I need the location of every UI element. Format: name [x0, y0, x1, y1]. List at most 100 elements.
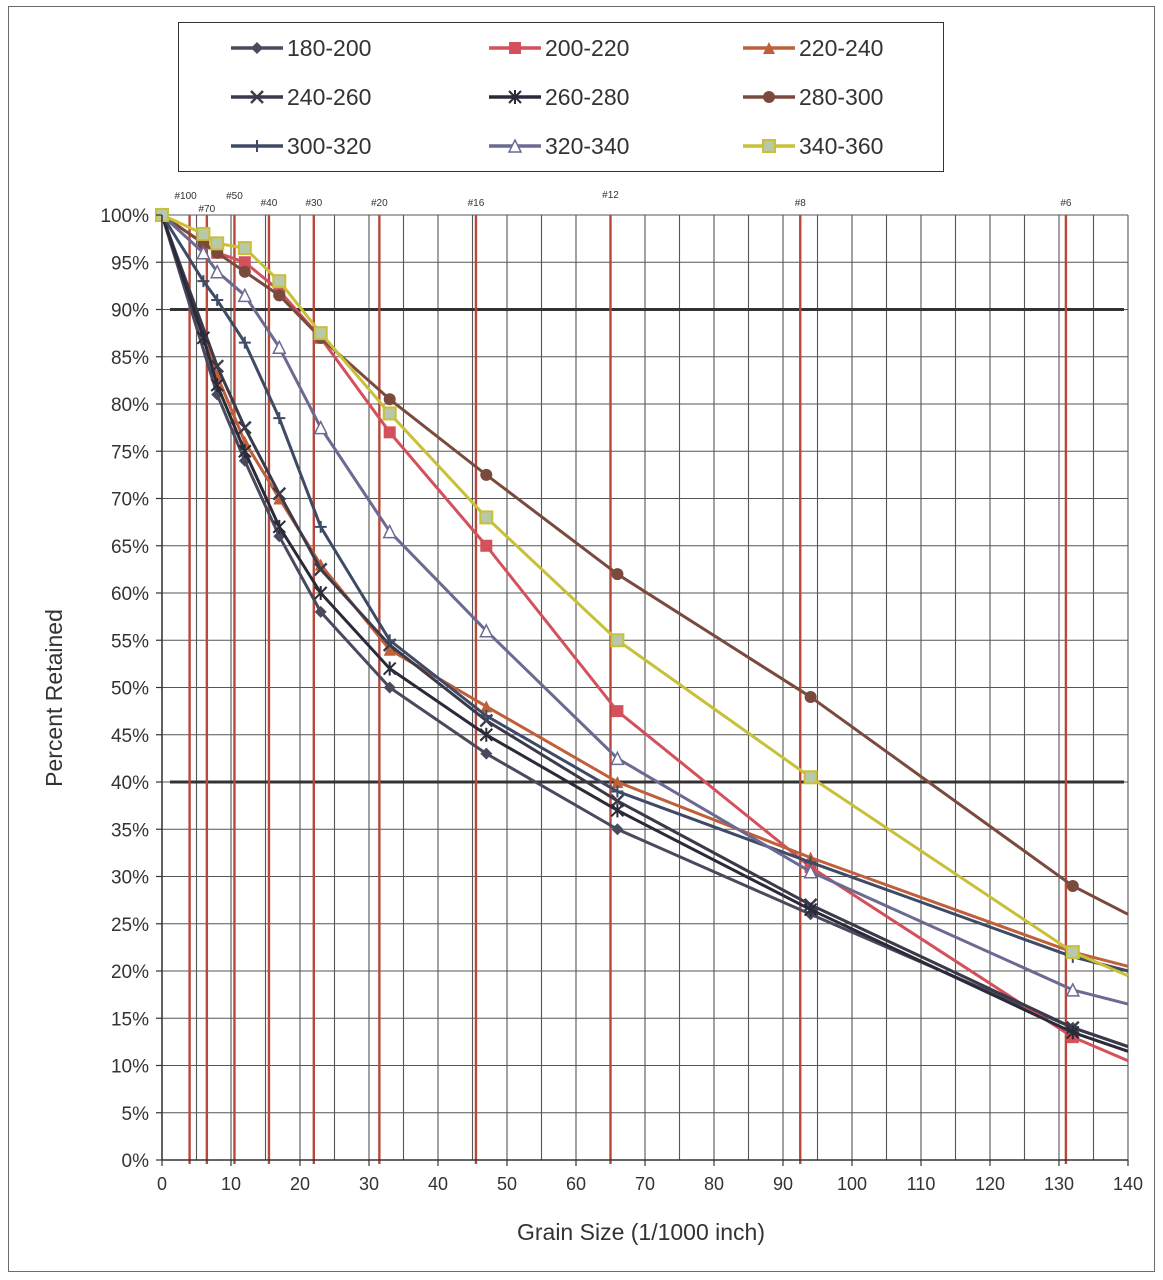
legend-swatch-marker [509, 42, 521, 54]
data-point [804, 690, 817, 703]
data-point [610, 633, 625, 648]
x-tick-label: 140 [1113, 1174, 1143, 1194]
y-tick-label: 55% [111, 631, 149, 652]
legend-label: 320-340 [545, 132, 630, 159]
y-tick-label: 50% [111, 679, 149, 700]
data-point [314, 605, 327, 618]
data-point [480, 700, 493, 713]
legend-swatch [231, 42, 283, 54]
y-axis-label: Percent Retained [41, 609, 67, 787]
threshold-lines [170, 308, 1124, 784]
x-tick-label: 10 [221, 1174, 241, 1194]
data-point [383, 681, 396, 694]
data-point [1066, 879, 1079, 892]
legend-swatch [231, 90, 283, 104]
x-tick-label: 20 [290, 1174, 310, 1194]
data-point [480, 468, 493, 481]
data-point [238, 265, 251, 278]
data-point [383, 426, 396, 439]
data-point [383, 634, 396, 647]
data-point [272, 486, 287, 501]
data-point [383, 393, 396, 406]
data-point [803, 902, 818, 917]
axes: 0 10 20 30 40 50 60 70 80 90 100 110 120 130 140 0% 5% 10… [100, 206, 1143, 1194]
data-point [382, 661, 397, 676]
legend-item: 220-240 [741, 33, 883, 63]
sieve-label: #30 [305, 198, 322, 209]
sieve-label: #100 [174, 191, 197, 202]
data-point [610, 794, 625, 808]
x-tick-label: 50 [497, 1174, 517, 1194]
data-point [382, 523, 397, 539]
data-point [196, 245, 211, 260]
data-point [314, 520, 327, 533]
series-340-360 [155, 208, 1129, 978]
legend-swatch-marker [763, 91, 775, 103]
y-tick-label: 0% [122, 1151, 150, 1172]
x-tick-label: 110 [907, 1174, 936, 1194]
data-point [479, 510, 494, 525]
y-tick-label: 95% [111, 253, 149, 274]
data-point [480, 747, 493, 760]
x-axis-label: Grain Size (1/1000 inch) [517, 1219, 765, 1245]
data-point [383, 643, 396, 656]
sieve-label: #20 [371, 198, 388, 209]
data-point [238, 256, 251, 269]
series-320-340 [154, 207, 1129, 1006]
y-tick-label: 85% [111, 348, 149, 369]
legend-swatch-marker [507, 138, 523, 153]
y-tick-label: 20% [111, 962, 149, 983]
series-line [160, 213, 1129, 1006]
data-point [1065, 945, 1080, 960]
legend-item: 300-320 [229, 131, 371, 161]
data-point [272, 519, 287, 534]
data-point [611, 705, 624, 718]
y-tick-label: 100% [100, 206, 149, 227]
sieve-reference-lines: #100#70 #50 #40 #30 #20 #16 #12 #8 #6 [174, 190, 1072, 1164]
data-point [209, 264, 225, 279]
data-point [313, 562, 328, 577]
y-tick-label: 75% [111, 442, 149, 463]
chart-frame [8, 6, 1155, 1272]
y-tick-label: 70% [111, 490, 149, 511]
sieve-label: #6 [1060, 198, 1072, 209]
x-tick-label: 80 [704, 1174, 724, 1194]
legend-label: 300-320 [287, 132, 372, 159]
data-point [480, 539, 493, 552]
y-tick-label: 65% [111, 537, 149, 558]
data-point [197, 275, 210, 288]
legend-swatch-marker [250, 90, 264, 104]
sieve-label: #8 [795, 198, 807, 209]
data-point [611, 823, 624, 836]
legend-label: 200-220 [545, 34, 630, 61]
legend-swatch-marker [763, 42, 775, 54]
legend-label: 260-280 [545, 83, 630, 110]
series-220-240 [156, 209, 1129, 968]
y-tick-label: 35% [111, 820, 149, 841]
legend-item: 340-360 [741, 131, 883, 161]
legend-swatch [489, 90, 541, 104]
y-tick-label: 30% [111, 868, 149, 889]
legend-swatch [489, 138, 541, 153]
series-line [160, 214, 1129, 1053]
legend-label: 220-240 [799, 34, 884, 61]
data-point [611, 785, 624, 798]
legend-swatch [489, 42, 541, 54]
data-point [611, 776, 624, 788]
data-point [273, 289, 286, 302]
series-group [154, 207, 1129, 1063]
sieve-label: #12 [602, 190, 619, 201]
legend-swatch [231, 140, 283, 152]
data-point [1065, 982, 1081, 997]
data-point [611, 568, 624, 581]
x-tick-label: 40 [428, 1174, 448, 1194]
data-point [479, 727, 494, 742]
y-tick-label: 40% [111, 773, 149, 794]
data-point [313, 419, 328, 435]
legend-item: 240-260 [229, 82, 371, 112]
legend-swatch [743, 139, 795, 153]
data-point [480, 709, 493, 722]
data-point [610, 750, 625, 766]
legend-label: 280-300 [799, 83, 884, 110]
data-point [237, 241, 252, 256]
